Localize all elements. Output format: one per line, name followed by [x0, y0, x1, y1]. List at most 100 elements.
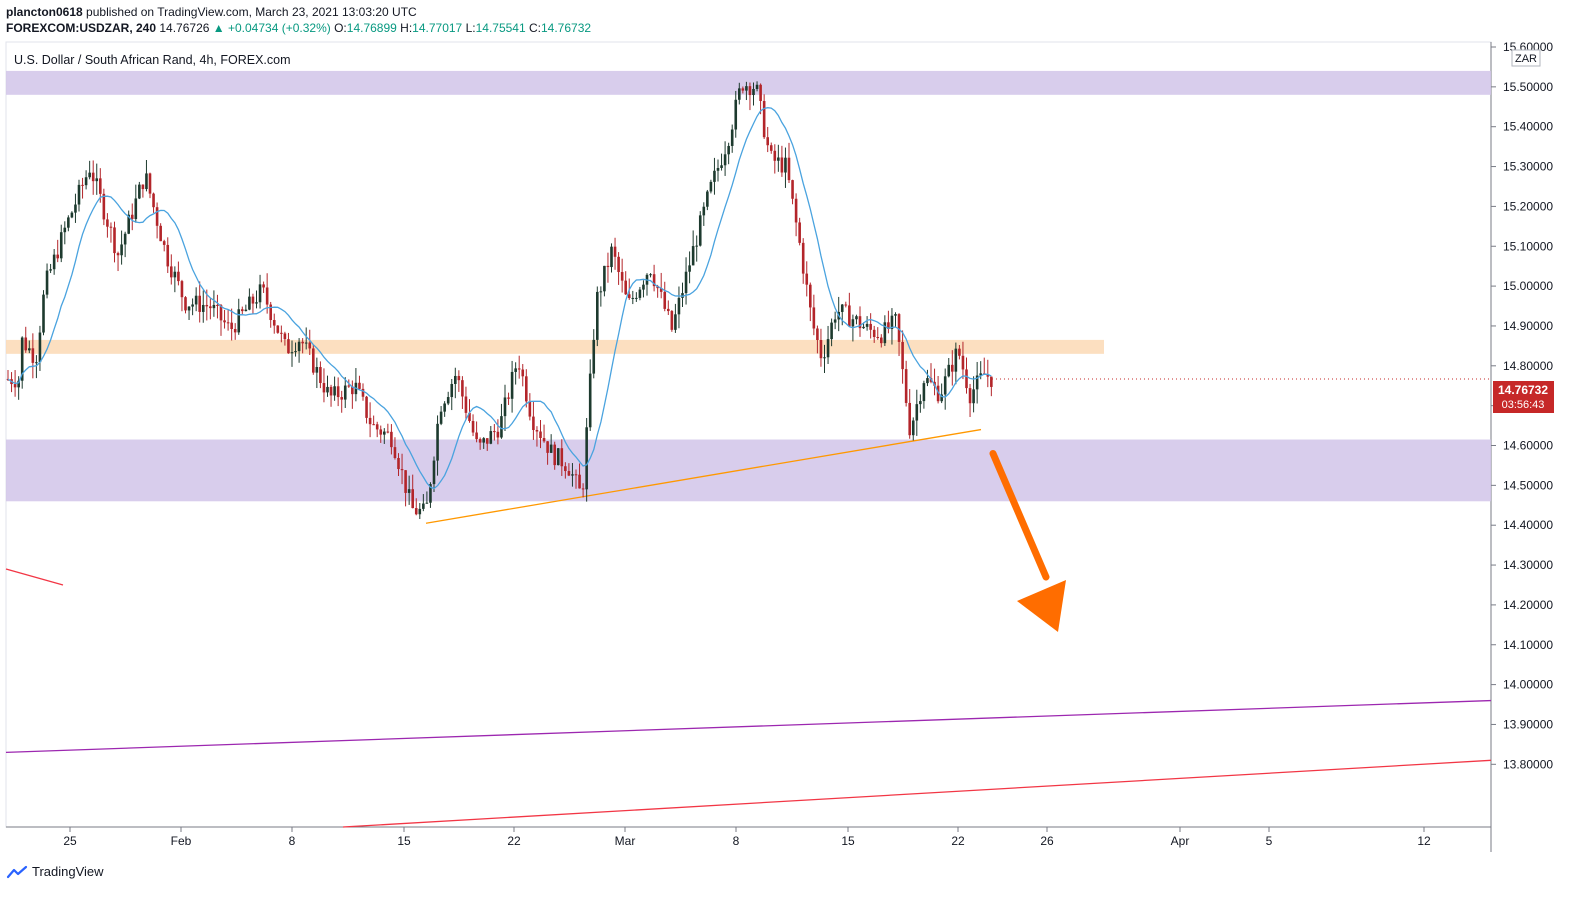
candle-body [379, 429, 383, 435]
candle-body [890, 315, 894, 329]
candle-body [17, 380, 20, 388]
candle-body [198, 295, 201, 312]
candle-body [564, 466, 567, 472]
candle-body [418, 508, 422, 515]
candle-body [741, 88, 745, 91]
candle-body [968, 388, 972, 404]
candle-body [244, 309, 248, 312]
candle-body [141, 184, 145, 190]
y-tick-label: 13.80000 [1503, 757, 1553, 771]
candle-body [248, 296, 251, 310]
last-price-tag: 14.76732 03:56:43 [1493, 381, 1554, 413]
candle-body [769, 145, 773, 151]
candle-body [177, 271, 180, 282]
x-tick-label: 22 [951, 834, 965, 848]
y-tick-label: 14.90000 [1503, 319, 1553, 333]
candle-body [152, 193, 155, 208]
x-tick-label: 15 [397, 834, 411, 848]
candle-body [823, 357, 826, 359]
candle-body [290, 352, 294, 354]
close-value: 14.76732 [541, 21, 592, 35]
candle-body [560, 448, 564, 467]
candle-body [809, 284, 812, 308]
candle-body [762, 101, 766, 138]
candle-body [897, 314, 901, 342]
trendlines-layer [5, 428, 1492, 828]
candle-body [627, 294, 631, 299]
time-axis[interactable]: 25 Feb 8 15 22 Mar 8 15 22 26 Apr 5 12 [63, 827, 1431, 848]
candle-body [471, 421, 475, 433]
candle-body [940, 394, 943, 402]
candle-body [904, 369, 908, 403]
y-tick-label: 15.50000 [1503, 80, 1553, 94]
candle-body [67, 217, 70, 228]
candle-body [535, 430, 539, 432]
down-arrow-projection [989, 449, 1066, 632]
candle-body [532, 416, 535, 431]
candle-body [287, 339, 290, 354]
price-tag-box [1493, 381, 1554, 413]
footer-brand[interactable]: TradingView [6, 864, 104, 879]
candle-body [226, 322, 230, 324]
candle-body [581, 488, 585, 490]
candle-body [315, 367, 319, 373]
candle-body [49, 269, 52, 271]
candle-body [972, 389, 975, 404]
candle-body [663, 291, 667, 309]
candle-body [642, 284, 645, 290]
candle-body [393, 447, 397, 458]
candle-body [454, 375, 457, 384]
y-tick-label: 14.30000 [1503, 558, 1553, 572]
candle-body [109, 226, 113, 228]
candle-body [720, 165, 723, 169]
candle-body [631, 297, 635, 299]
candle-body [965, 369, 968, 389]
candle-body [422, 503, 425, 509]
publisher-name[interactable]: plancton0618 [6, 5, 83, 19]
symbol-label[interactable]: FOREXCOM:USDZAR, 240 [6, 21, 157, 35]
candle-body [372, 424, 375, 426]
candle-body [695, 245, 698, 247]
candle-body [361, 388, 365, 397]
candle-body [947, 364, 951, 377]
candle-body [915, 404, 919, 421]
trendline-channel-upper [5, 699, 1492, 753]
candle-body [887, 322, 890, 329]
y-tick-label: 15.30000 [1503, 160, 1553, 174]
candle-body [975, 375, 979, 390]
candle-body [241, 309, 244, 312]
candle-body [145, 173, 148, 190]
candle-body [70, 212, 74, 218]
candle-body [31, 348, 35, 363]
arrow-shaft [989, 449, 1050, 581]
x-tick-label: Apr [1171, 834, 1190, 848]
candle-body [74, 204, 77, 213]
candle-body [187, 306, 191, 311]
candle-body [613, 246, 617, 257]
candle-body [855, 316, 858, 320]
candle-body [148, 173, 152, 194]
candle-body [407, 489, 411, 493]
candle-body [123, 233, 127, 245]
candle-body [301, 341, 304, 344]
candle-body [276, 325, 280, 333]
candle-body [936, 385, 940, 402]
candle-body [911, 420, 915, 436]
publish-line: plancton0618 published on TradingView.co… [6, 4, 591, 20]
candle-body [326, 386, 329, 393]
candle-body [738, 88, 741, 100]
candle-body [138, 184, 141, 199]
candle-body [706, 191, 709, 207]
countdown-label: 03:56:43 [1502, 399, 1545, 411]
candle-body [184, 297, 187, 311]
candle-body [709, 181, 713, 192]
candle-body [688, 265, 691, 272]
candle-body [496, 431, 500, 438]
candle-body [365, 396, 368, 418]
high-label: H: [400, 21, 413, 35]
candle-body [801, 242, 805, 274]
candle-body [951, 364, 954, 372]
candle-body [869, 323, 872, 330]
candle-body [155, 207, 159, 226]
